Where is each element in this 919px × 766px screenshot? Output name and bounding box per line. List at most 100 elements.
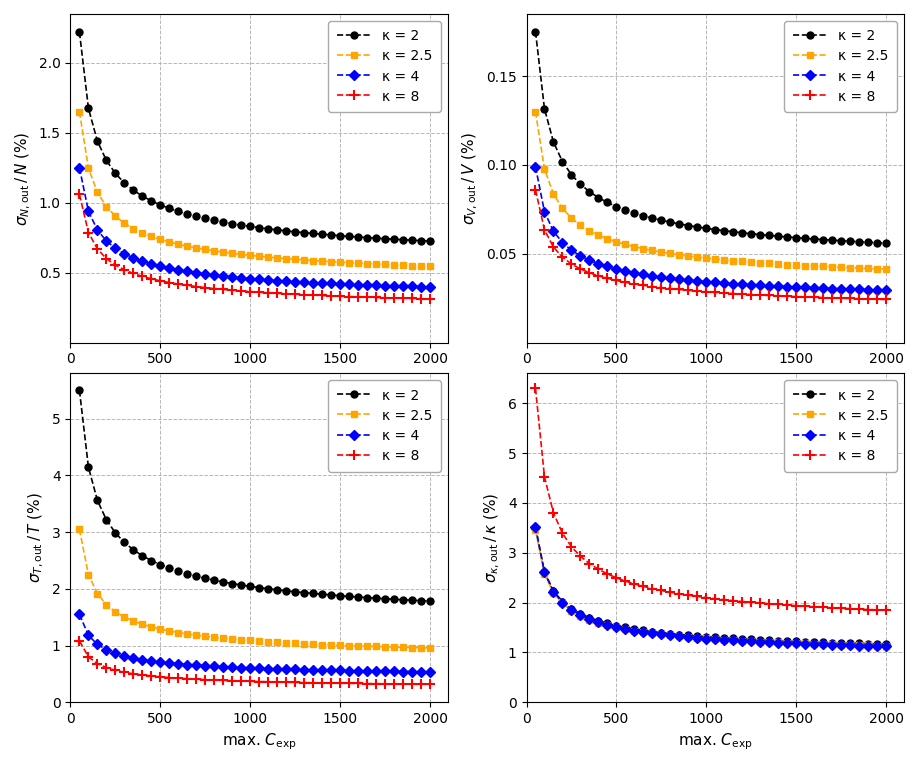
κ = 2 — [244, 581, 255, 591]
κ = 4 — [817, 283, 828, 293]
κ = 2.5 — [101, 600, 112, 609]
κ = 4 — [424, 283, 435, 292]
κ = 8 — [397, 293, 408, 303]
κ = 2 — [808, 234, 819, 244]
κ = 8 — [808, 293, 819, 302]
κ = 2 — [173, 567, 184, 576]
κ = 2.5 — [745, 257, 756, 267]
κ = 2.5 — [808, 261, 819, 270]
κ = 4 — [173, 660, 184, 669]
κ = 2 — [664, 218, 675, 227]
κ = 4 — [388, 281, 399, 290]
κ = 2.5 — [745, 637, 756, 646]
κ = 8 — [209, 284, 220, 293]
κ = 2 — [736, 634, 747, 643]
κ = 2 — [727, 228, 738, 237]
κ = 2.5 — [209, 633, 220, 642]
κ = 4 — [673, 274, 684, 283]
κ = 4 — [263, 275, 274, 284]
κ = 2.5 — [92, 188, 103, 197]
κ = 8 — [574, 264, 585, 273]
κ = 2.5 — [772, 260, 783, 269]
κ = 2 — [574, 180, 585, 189]
κ = 8 — [388, 293, 399, 303]
κ = 4 — [556, 598, 567, 607]
κ = 2.5 — [718, 255, 729, 264]
κ = 2.5 — [870, 264, 881, 273]
κ = 2 — [406, 236, 417, 245]
κ = 2.5 — [235, 250, 246, 259]
Line: κ = 2: κ = 2 — [76, 387, 433, 604]
κ = 2 — [137, 192, 148, 201]
κ = 4 — [700, 634, 711, 643]
κ = 8 — [601, 569, 612, 578]
κ = 8 — [629, 280, 640, 289]
Y-axis label: $\sigma_{T,\mathrm{out}}\,/\,T$ (%): $\sigma_{T,\mathrm{out}}\,/\,T$ (%) — [27, 493, 46, 583]
κ = 2 — [610, 621, 621, 630]
κ = 4 — [199, 270, 210, 279]
κ = 2 — [529, 27, 540, 36]
κ = 2.5 — [691, 633, 702, 643]
κ = 8 — [280, 678, 291, 687]
κ = 8 — [844, 294, 855, 303]
κ = 8 — [825, 603, 836, 612]
κ = 4 — [109, 649, 120, 658]
κ = 4 — [664, 631, 675, 640]
κ = 2 — [682, 630, 693, 640]
κ = 2.5 — [101, 202, 112, 211]
κ = 2.5 — [280, 638, 291, 647]
κ = 2 — [316, 230, 327, 239]
κ = 2 — [655, 216, 666, 225]
κ = 4 — [799, 283, 810, 292]
κ = 2 — [397, 595, 408, 604]
κ = 8 — [754, 598, 765, 607]
κ = 4 — [834, 640, 845, 650]
κ = 8 — [610, 276, 621, 285]
κ = 8 — [529, 185, 540, 195]
κ = 2.5 — [289, 639, 301, 648]
κ = 2 — [74, 28, 85, 37]
κ = 2 — [173, 207, 184, 216]
κ = 4 — [370, 280, 381, 290]
κ = 2 — [164, 564, 175, 573]
κ = 8 — [182, 281, 193, 290]
κ = 2 — [763, 636, 774, 645]
κ = 4 — [271, 664, 282, 673]
κ = 2 — [280, 226, 291, 235]
κ = 2.5 — [691, 253, 702, 262]
κ = 8 — [361, 293, 372, 302]
κ = 8 — [789, 292, 800, 301]
κ = 8 — [584, 559, 595, 568]
κ = 8 — [109, 260, 120, 270]
κ = 4 — [74, 610, 85, 619]
κ = 2.5 — [307, 640, 318, 649]
κ = 2 — [584, 613, 595, 622]
κ = 2.5 — [709, 254, 720, 264]
κ = 8 — [199, 283, 210, 292]
κ = 2.5 — [190, 630, 201, 640]
κ = 8 — [718, 289, 729, 298]
κ = 2 — [424, 237, 435, 246]
κ = 8 — [548, 509, 559, 518]
κ = 8 — [789, 601, 800, 611]
κ = 4 — [781, 639, 792, 648]
κ = 2 — [601, 619, 612, 628]
κ = 2.5 — [226, 249, 237, 258]
κ = 2 — [629, 624, 640, 633]
κ = 4 — [92, 640, 103, 649]
κ = 8 — [763, 291, 774, 300]
κ = 2 — [781, 232, 792, 241]
κ = 8 — [263, 288, 274, 297]
Line: κ = 2.5: κ = 2.5 — [76, 525, 433, 651]
κ = 8 — [862, 605, 873, 614]
κ = 8 — [610, 573, 621, 582]
κ = 2 — [83, 463, 94, 472]
κ = 2.5 — [263, 637, 274, 647]
κ = 4 — [352, 280, 363, 289]
κ = 4 — [879, 286, 891, 295]
κ = 2.5 — [619, 240, 630, 249]
κ = 8 — [101, 254, 112, 264]
κ = 2 — [380, 594, 391, 604]
κ = 4 — [254, 663, 265, 673]
κ = 8 — [254, 677, 265, 686]
